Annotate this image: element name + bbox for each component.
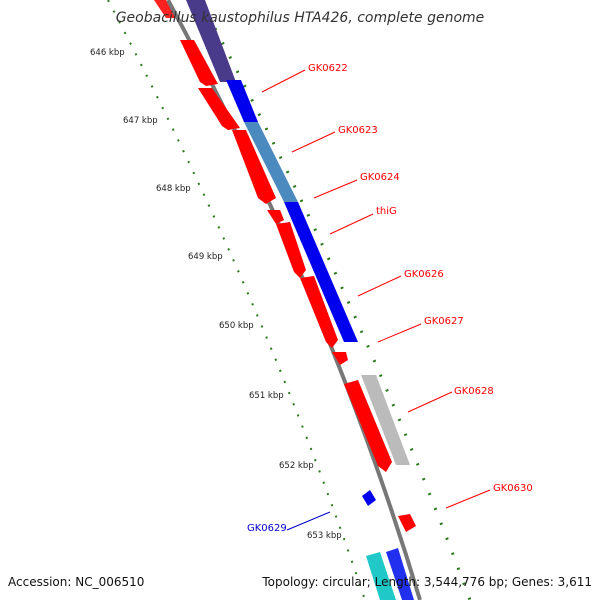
accession-label: Accession: NC_006510 — [8, 575, 145, 589]
cds-arrow-gk0627[interactable] — [332, 352, 348, 365]
cds-arrow-gk0623[interactable] — [198, 88, 240, 130]
scale-label: 653 kbp — [307, 531, 342, 541]
callout-line — [329, 213, 374, 235]
gene-label-gk0623[interactable]: GK0623 — [338, 125, 378, 136]
cds-arrow-gk0630[interactable] — [398, 514, 416, 532]
reverse-track-segment[interactable] — [226, 80, 258, 122]
reverse-track-segment[interactable] — [244, 122, 298, 202]
scale-label: 646 kbp — [90, 48, 125, 58]
gene-label-gk0630[interactable]: GK0630 — [493, 483, 533, 494]
cds-arrow-gk0628[interactable] — [344, 380, 392, 472]
scale-label: 652 kbp — [279, 461, 314, 471]
cds-arrow-gk0624[interactable] — [232, 130, 276, 204]
reverse-track-segment[interactable] — [284, 202, 358, 342]
cds-arrow-small[interactable] — [267, 210, 284, 224]
gene-label-gk0628[interactable]: GK0628 — [454, 386, 494, 397]
cds-arrow-gk0622[interactable] — [180, 40, 218, 86]
reverse-cds-cutoff[interactable] — [186, 0, 236, 82]
scale-label: 647 kbp — [123, 116, 158, 126]
genome-summary: Topology: circular; Length: 3,544,776 bp… — [262, 575, 592, 589]
callout-line — [313, 179, 358, 199]
callout-line — [377, 323, 422, 343]
cds-arrow-gk0629[interactable] — [362, 490, 376, 506]
forward-cds-cutoff[interactable] — [154, 0, 178, 18]
cds-arrow-gk0626[interactable] — [300, 276, 338, 348]
gene-label-gk0622[interactable]: GK0622 — [308, 63, 348, 74]
gene-label-gk0627[interactable]: GK0627 — [424, 316, 464, 327]
reverse-track-segment[interactable] — [361, 375, 410, 465]
callout-line — [445, 489, 491, 509]
scale-label: 648 kbp — [156, 184, 191, 194]
callout-line — [291, 131, 336, 153]
gene-label-gk0624[interactable]: GK0624 — [360, 172, 400, 183]
callout-line — [357, 275, 402, 297]
callout-line — [286, 511, 331, 531]
gene-label-gk0629[interactable]: GK0629 — [247, 523, 287, 534]
cds-arrow-thig[interactable] — [276, 222, 306, 278]
gene-label-thig[interactable]: thiG — [376, 206, 397, 217]
scale-label: 649 kbp — [188, 252, 223, 262]
gene-label-gk0626[interactable]: GK0626 — [404, 269, 444, 280]
scale-label: 651 kbp — [249, 391, 284, 401]
map-title: Geobacillus kaustophilus HTA426, complet… — [115, 10, 485, 26]
callout-line — [407, 391, 453, 413]
callout-line — [261, 69, 306, 93]
feature-cutoff-blue[interactable] — [386, 548, 414, 600]
feature-cutoff-cyan[interactable] — [366, 552, 396, 600]
scale-label: 650 kbp — [219, 321, 254, 331]
